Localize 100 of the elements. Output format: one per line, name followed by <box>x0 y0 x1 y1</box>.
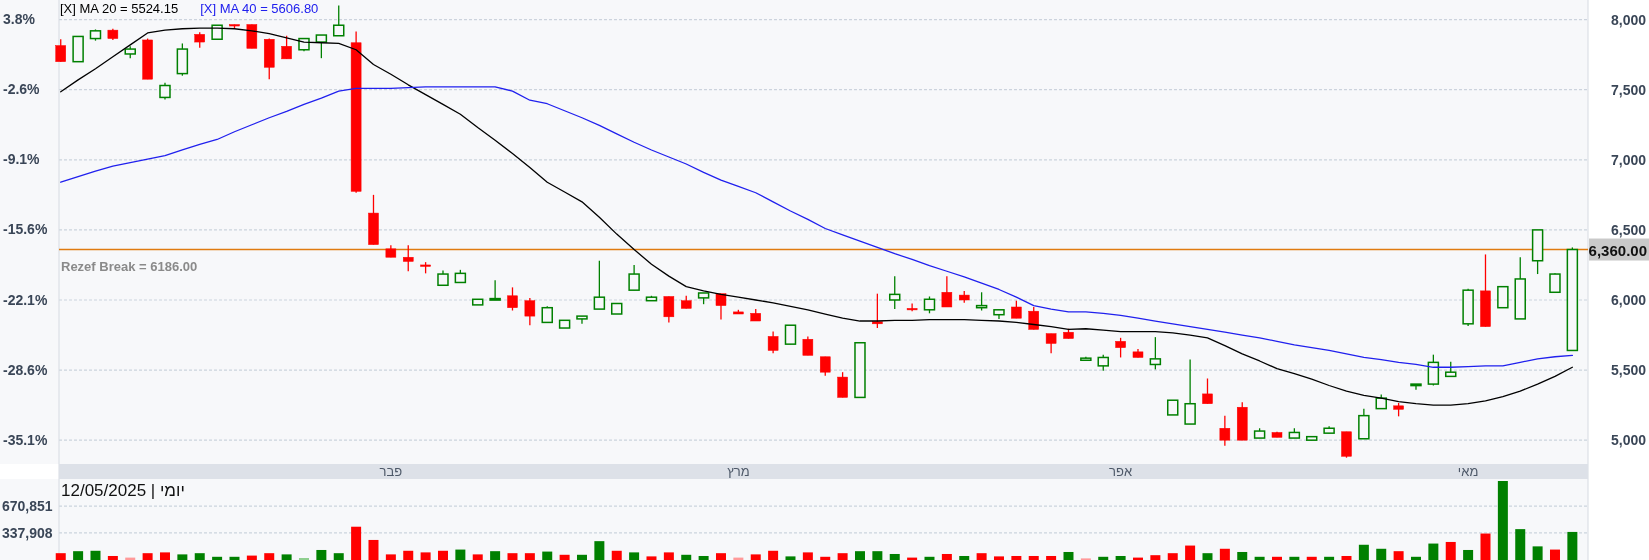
bar <box>1150 555 1161 560</box>
y-tick-label: 8,000 <box>1610 11 1647 28</box>
bar <box>1063 551 1074 560</box>
bar <box>820 556 831 560</box>
candlestick <box>628 264 640 291</box>
candlestick <box>1219 414 1231 447</box>
candlestick <box>1497 285 1509 309</box>
candlestick <box>784 324 797 345</box>
bar <box>1515 529 1526 560</box>
bar <box>1410 556 1421 560</box>
x-tick-label: מרץ <box>727 464 750 479</box>
bar <box>212 556 223 560</box>
bar <box>542 551 553 560</box>
bar <box>576 554 587 560</box>
candlestick <box>402 244 414 272</box>
candlestick <box>1184 358 1196 425</box>
bar <box>1463 549 1474 560</box>
candlestick <box>315 34 328 59</box>
bar <box>73 551 84 560</box>
bar <box>1428 543 1439 560</box>
bar <box>941 553 952 560</box>
y2-tick-label: -9.1% <box>3 150 41 167</box>
bar <box>768 550 779 560</box>
bar <box>1324 556 1335 560</box>
y-tick-label: 5,000 <box>1610 432 1647 449</box>
y2-tick-label: -15.6% <box>3 221 48 238</box>
y-tick-label: 7,500 <box>1610 81 1647 98</box>
bar <box>385 554 396 560</box>
y2-tick-label: -22.1% <box>3 291 48 308</box>
candlestick <box>819 356 831 377</box>
candlestick <box>593 260 606 310</box>
bar <box>1237 551 1248 560</box>
bar <box>1219 548 1230 560</box>
candlestick <box>1045 332 1057 354</box>
bar <box>594 541 605 560</box>
bar <box>611 550 622 560</box>
candlestick <box>1549 272 1561 294</box>
candlestick <box>906 302 918 312</box>
bar <box>1098 556 1109 560</box>
bar <box>802 552 813 560</box>
y2-tick-label: -2.6% <box>3 80 41 97</box>
bar <box>351 526 362 560</box>
bar <box>1254 556 1265 560</box>
chart-title: יומי | 12/05/2025 <box>61 481 185 500</box>
bar <box>663 552 674 560</box>
candlestick <box>507 286 518 312</box>
bar <box>993 556 1004 560</box>
bar <box>1480 533 1491 560</box>
bar <box>368 539 379 560</box>
candlestick <box>941 275 953 308</box>
bar <box>455 549 466 560</box>
y-tick-label: 7,000 <box>1610 151 1647 168</box>
candlestick <box>1115 337 1126 359</box>
bar <box>1115 555 1126 560</box>
bar <box>1376 548 1387 560</box>
series-label: [X] MA 20 = 5524.15 <box>60 1 179 16</box>
bar <box>1341 555 1352 560</box>
bar <box>1306 556 1317 560</box>
candlestick <box>888 275 901 310</box>
bar <box>246 555 257 560</box>
bar <box>507 553 518 560</box>
bar <box>1532 546 1543 560</box>
bar <box>924 556 935 560</box>
bar <box>1358 544 1369 560</box>
bar <box>837 553 848 560</box>
bar <box>264 553 275 560</box>
bar <box>159 552 170 560</box>
bar <box>1289 556 1300 560</box>
bar <box>854 551 865 560</box>
candlestick <box>1028 306 1039 331</box>
candlestick <box>524 297 536 326</box>
bar <box>1445 541 1456 560</box>
candlestick <box>332 4 345 37</box>
bar <box>194 553 205 560</box>
bar <box>1011 555 1022 560</box>
bar <box>681 554 692 560</box>
x-tick-label: אפר <box>1109 464 1133 479</box>
bar <box>420 552 431 560</box>
bar <box>472 554 483 560</box>
bar <box>1167 553 1178 560</box>
bar <box>1567 531 1578 560</box>
bar <box>333 553 344 560</box>
y2-tick-label: -28.6% <box>3 361 48 378</box>
bar <box>872 551 883 560</box>
bar <box>750 554 761 560</box>
y2-tick-label: -35.1% <box>3 432 48 449</box>
ref-line-label: 6,360.00 <box>1588 241 1647 259</box>
bar <box>229 556 240 560</box>
bar <box>316 549 327 560</box>
bar <box>629 552 640 560</box>
bar <box>646 556 657 560</box>
x-tick-label: פבר <box>379 464 403 479</box>
candlestick <box>1149 336 1162 371</box>
bar <box>1028 555 1039 560</box>
bar <box>785 556 796 560</box>
bar <box>142 553 153 560</box>
y-tick-label: 6,000 <box>1610 291 1647 308</box>
y-tick-label: 337,908 <box>2 524 53 541</box>
bar <box>107 555 118 560</box>
bar <box>1393 551 1404 560</box>
